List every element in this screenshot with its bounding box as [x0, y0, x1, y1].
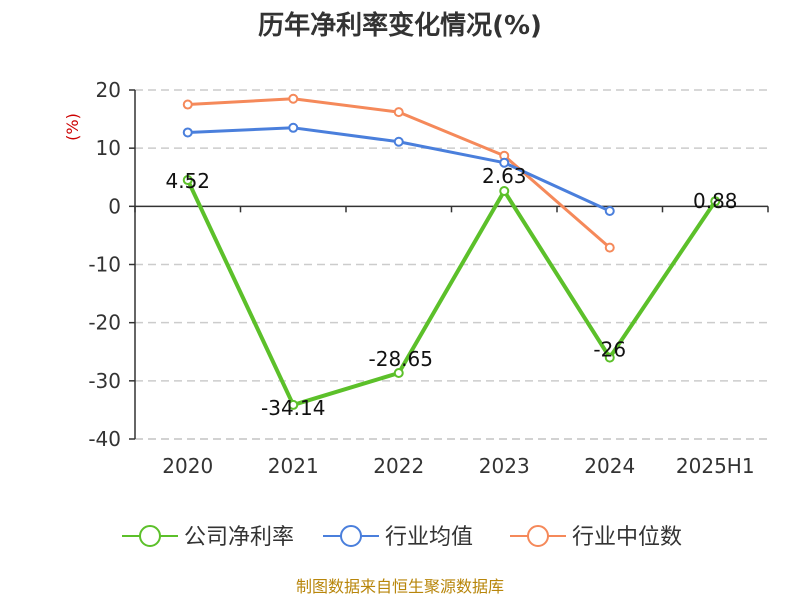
legend-marker [527, 525, 549, 547]
series-layer [182, 93, 721, 410]
data-point [288, 93, 299, 104]
legend-marker [340, 525, 362, 547]
chart-title: 历年净利率变化情况(%) [258, 10, 542, 41]
data-point [604, 242, 615, 253]
data-point [499, 186, 510, 197]
data-label: 4.52 [165, 169, 210, 193]
legend-label: 公司净利率 [184, 525, 294, 550]
data-point [182, 175, 193, 186]
data-label: -26 [593, 338, 626, 362]
y-tick-label: -20 [88, 311, 121, 335]
data-point [393, 367, 404, 378]
legend-label: 行业均值 [385, 525, 473, 550]
data-labels: 4.52 -34.14 -28.65 2.63 -26 0.88 [165, 164, 737, 420]
grid-lines [135, 89, 768, 440]
y-tick-label: -30 [88, 369, 121, 393]
axes: 20 10 0 -10 -20 -30 -40 2020 2021 2022 2023 2024 202… [88, 78, 769, 478]
x-tick-label: 2021 [268, 454, 319, 478]
data-point [182, 99, 193, 110]
data-point [710, 196, 721, 207]
y-tick-label: 20 [96, 78, 121, 102]
data-point [288, 122, 299, 133]
x-tick-label: 2020 [162, 454, 213, 478]
data-label: 0.88 [693, 189, 738, 213]
data-label: -28.65 [369, 347, 433, 371]
data-label: 2.63 [482, 164, 527, 188]
x-tick-label: 2022 [373, 454, 424, 478]
data-point [604, 352, 615, 363]
x-tick-label: 2025H1 [676, 454, 755, 478]
data-point [393, 107, 404, 118]
data-point [393, 136, 404, 147]
source-note: 制图数据来自恒生聚源数据库 [296, 577, 504, 596]
legend-marker [139, 525, 161, 547]
x-tick-label: 2023 [479, 454, 530, 478]
data-label: -34.14 [261, 396, 325, 420]
data-point [182, 127, 193, 138]
series-line-0 [185, 179, 717, 407]
y-tick-label: -10 [88, 253, 121, 277]
data-point [499, 157, 510, 168]
y-axis-unit: (%) [63, 113, 82, 141]
y-tick-label: 0 [108, 194, 121, 218]
y-tick-label: -40 [88, 427, 121, 451]
legend-label: 行业中位数 [572, 525, 682, 550]
data-point [604, 205, 615, 216]
x-tick-label: 2024 [584, 454, 635, 478]
series-line-2 [187, 97, 611, 249]
legend: 公司净利率 行业均值 行业中位数 [122, 525, 682, 550]
y-tick-label: 10 [96, 136, 121, 160]
data-point [288, 399, 299, 410]
